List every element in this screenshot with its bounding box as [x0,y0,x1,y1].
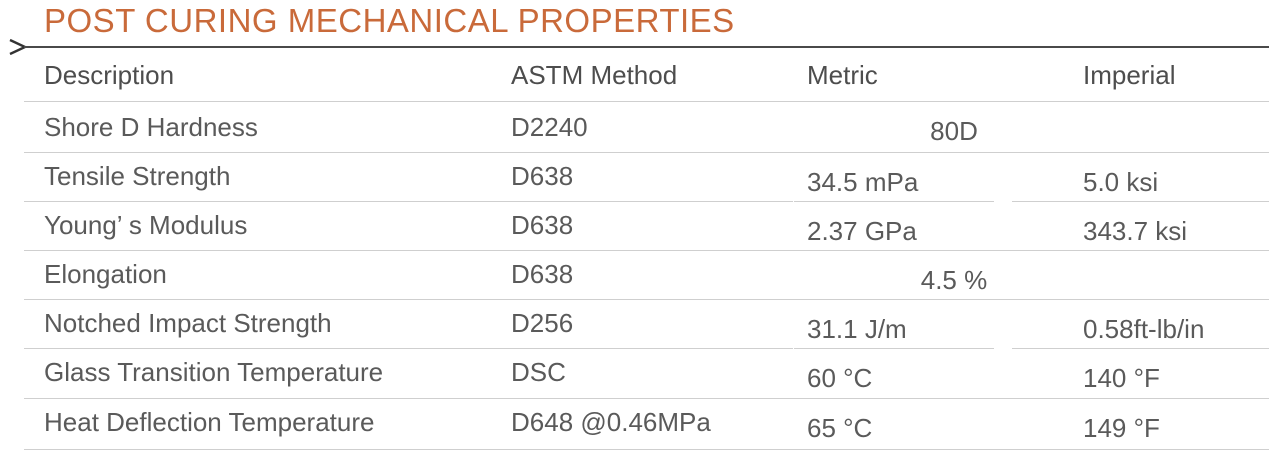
row-imperial-value: 149 °F [1083,413,1160,443]
row-astm-method: D648 @0.46MPa [511,407,711,437]
metric-cell-divider [794,348,994,349]
row-divider [24,201,793,202]
row-description: Heat Deflection Temperature [44,407,375,437]
row-imperial-value: 5.0 ksi [1083,167,1159,197]
header-astm-method: ASTM Method [511,60,678,90]
table-row: Shore D Hardness D2240 80D [24,102,1269,153]
row-divider [24,250,1269,251]
row-description: Young’ s Modulus [44,210,248,240]
table-row: Elongation D638 4.5 % [24,251,1269,300]
row-metric-value: 65 °C [807,413,873,443]
row-astm-method: DSC [511,357,566,387]
title-divider [24,46,1269,48]
row-description: Elongation [44,259,167,289]
row-description: Shore D Hardness [44,112,258,142]
row-divider [24,348,793,349]
row-metric-value: 31.1 J/m [807,314,907,344]
row-astm-method: D638 [511,259,574,289]
header-description: Description [44,60,175,90]
table-row: Heat Deflection Temperature D648 @0.46MP… [24,399,1269,450]
row-astm-method: D2240 [511,112,588,142]
imperial-cell-divider [1012,348,1269,349]
row-astm-method: D638 [511,210,574,240]
row-description: Tensile Strength [44,161,231,191]
row-divider [24,299,1269,300]
row-divider [24,152,1269,153]
table-row: Glass Transition Temperature DSC 60 °C 1… [24,349,1269,399]
table-row: Young’ s Modulus D638 2.37 GPa 343.7 ksi [24,202,1269,251]
row-metric-value: 60 °C [807,363,873,393]
row-divider [24,101,1269,102]
row-imperial-value: 140 °F [1083,363,1160,393]
row-description: Notched Impact Strength [44,308,332,338]
metric-cell-divider [794,201,994,202]
row-astm-method: D256 [511,308,574,338]
imperial-cell-divider [1012,201,1269,202]
header-imperial: Imperial [1083,60,1176,90]
header-metric: Metric [807,60,878,90]
table-row: Notched Impact Strength D256 31.1 J/m 0.… [24,300,1269,349]
table-header-row: Description ASTM Method Metric Imperial [24,48,1269,102]
row-metric-value: 34.5 mPa [807,167,919,197]
table-row: Tensile Strength D638 34.5 mPa 5.0 ksi [24,153,1269,202]
row-imperial-value: 0.58ft-lb/in [1083,314,1205,344]
row-imperial-value: 343.7 ksi [1083,216,1188,246]
row-astm-method: D638 [511,161,574,191]
section-title: POST CURING MECHANICAL PROPERTIES [44,2,735,39]
row-description: Glass Transition Temperature [44,357,384,387]
row-divider [24,449,1269,450]
row-divider [24,398,1269,399]
row-metric-value: 2.37 GPa [807,216,917,246]
